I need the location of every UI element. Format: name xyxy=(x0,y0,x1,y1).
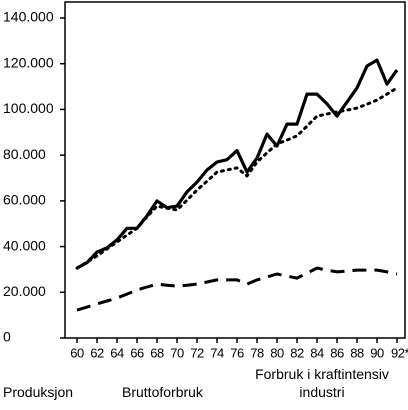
x-tick-label: 74 xyxy=(210,345,224,360)
x-tick-label: 84 xyxy=(310,345,324,360)
x-tick-label: 64 xyxy=(110,345,124,360)
x-tick-label: 66 xyxy=(130,345,144,360)
y-tick-label: 20.000 xyxy=(3,283,46,299)
x-tick-label: 76 xyxy=(230,345,244,360)
x-tick-label: 90 xyxy=(370,345,384,360)
x-tick-label: 92* xyxy=(391,345,408,360)
y-tick-label: 100.000 xyxy=(3,100,54,116)
x-tick-label: 68 xyxy=(150,345,164,360)
y-tick-label: 40.000 xyxy=(3,237,46,253)
x-tick-label: 72 xyxy=(190,345,204,360)
x-tick-label: 78 xyxy=(250,345,264,360)
x-tick-label: 82 xyxy=(290,345,304,360)
x-tick-label: 86 xyxy=(330,345,344,360)
series-line xyxy=(76,58,399,270)
x-tick-label: 88 xyxy=(350,345,364,360)
y-tick-label: 120.000 xyxy=(3,54,54,70)
series-line xyxy=(75,86,399,270)
x-tick-label: 70 xyxy=(170,345,184,360)
y-tick-label: 80.000 xyxy=(3,146,46,162)
plot-frame xyxy=(64,1,406,339)
series-line xyxy=(76,266,398,312)
x-tick-label: 62 xyxy=(90,345,104,360)
x-tick-label: 80 xyxy=(270,345,284,360)
y-tick-label: 60.000 xyxy=(3,192,46,208)
y-tick-label: 140.000 xyxy=(3,9,54,25)
legend-entry: Produksjon xyxy=(3,384,74,400)
legend-entry: Bruttoforbruk xyxy=(122,384,203,400)
legend-entry: Forbruk i kraftintensiv industri xyxy=(255,366,389,400)
y-tick-label: 0 xyxy=(3,329,11,345)
x-tick-label: 60 xyxy=(70,345,84,360)
